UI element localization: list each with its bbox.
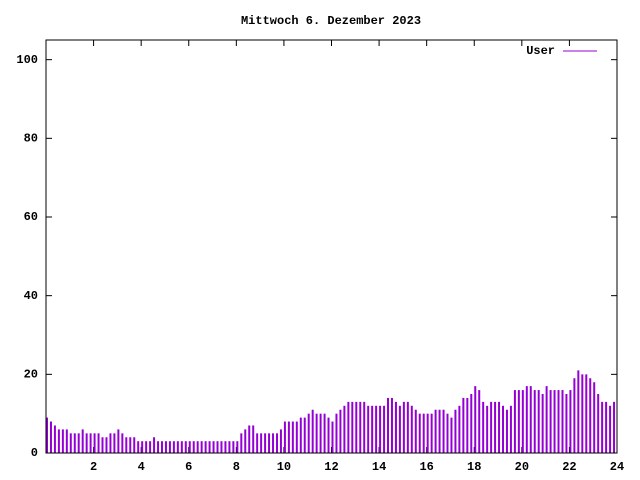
y-tick-label: 0 — [31, 446, 38, 460]
x-tick-label: 6 — [185, 460, 192, 474]
x-tick-label: 22 — [562, 460, 576, 474]
chart-title: Mittwoch 6. Dezember 2023 — [241, 14, 421, 28]
y-tick-label: 60 — [24, 210, 38, 224]
y-tick-label: 100 — [16, 53, 38, 67]
x-tick-label: 16 — [419, 460, 433, 474]
x-tick-label: 12 — [324, 460, 338, 474]
x-tick-label: 2 — [90, 460, 97, 474]
x-tick-label: 24 — [610, 460, 624, 474]
x-tick-label: 4 — [138, 460, 145, 474]
y-tick-label: 80 — [24, 132, 38, 146]
legend-label: User — [526, 44, 555, 58]
x-tick-label: 10 — [277, 460, 291, 474]
x-tick-label: 14 — [372, 460, 386, 474]
y-tick-label: 40 — [24, 289, 38, 303]
x-tick-label: 8 — [233, 460, 240, 474]
x-tick-label: 20 — [515, 460, 529, 474]
y-tick-label: 20 — [24, 368, 38, 382]
x-tick-label: 18 — [467, 460, 481, 474]
plot-frame — [45, 39, 618, 454]
